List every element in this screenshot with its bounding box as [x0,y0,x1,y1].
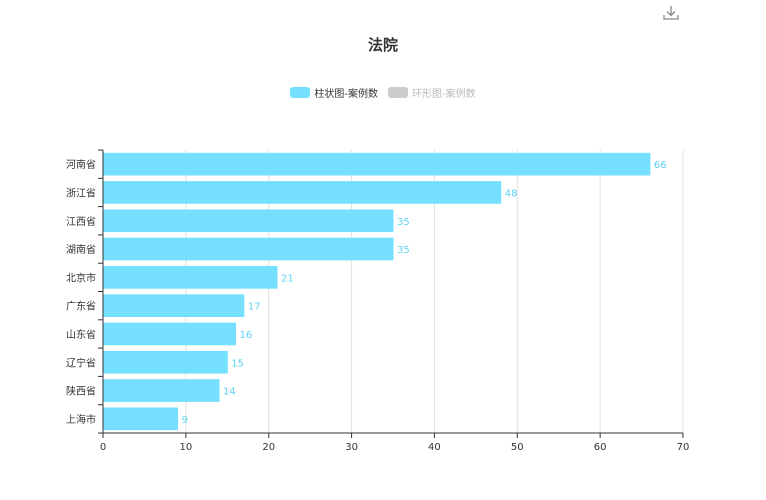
data-label-7: 15 [231,358,244,369]
bar-9 [103,407,179,431]
bar-0 [103,152,651,176]
x-tick-label-0: 0 [100,442,106,453]
category-label-3: 湖南省 [66,243,96,256]
chart-legend: 柱状图-案例数 环形图-案例数 [0,85,766,100]
bar-8 [103,379,220,402]
bar-6 [103,322,237,346]
category-label-9: 上海市 [66,413,96,426]
data-label-6: 16 [240,330,253,341]
data-label-0: 66 [654,160,667,171]
legend-item-bar[interactable]: 柱状图-案例数 [290,85,378,100]
legend-item-ring[interactable]: 环形图-案例数 [388,85,476,100]
data-label-2: 35 [397,217,410,228]
bar-7 [103,350,228,374]
data-label-1: 48 [505,188,518,199]
x-tick-label-3: 30 [345,442,358,453]
category-label-6: 山东省 [66,328,96,341]
category-label-7: 辽宁省 [66,356,96,369]
bar-1 [103,181,502,204]
category-label-8: 陕西省 [66,385,96,398]
x-tick-label-6: 60 [594,442,607,453]
x-tick-label-5: 50 [511,442,524,453]
bar-5 [103,294,245,317]
data-label-3: 35 [397,245,410,256]
data-label-8: 14 [223,387,236,398]
category-label-1: 浙江省 [66,186,96,199]
x-tick-label-2: 20 [262,442,275,453]
x-tick-label-1: 10 [179,442,192,453]
category-label-4: 北京市 [66,271,96,284]
legend-label-bar: 柱状图-案例数 [314,89,378,100]
category-label-0: 河南省 [66,158,96,171]
bar-3 [103,237,394,261]
bar-4 [103,266,278,289]
chart-title: 法院 [367,36,398,54]
legend-swatch-ring [388,87,408,98]
bar-2 [103,209,394,233]
download-icon[interactable] [662,4,680,22]
x-tick-label-4: 40 [428,442,441,453]
category-label-2: 江西省 [66,215,96,228]
category-label-5: 广东省 [66,300,96,313]
legend-label-ring: 环形图-案例数 [412,89,476,100]
data-label-9: 9 [182,415,188,426]
x-tick-label-7: 70 [677,442,690,453]
data-label-4: 21 [281,273,294,284]
legend-swatch-bar [290,87,311,98]
data-label-5: 17 [248,302,261,313]
